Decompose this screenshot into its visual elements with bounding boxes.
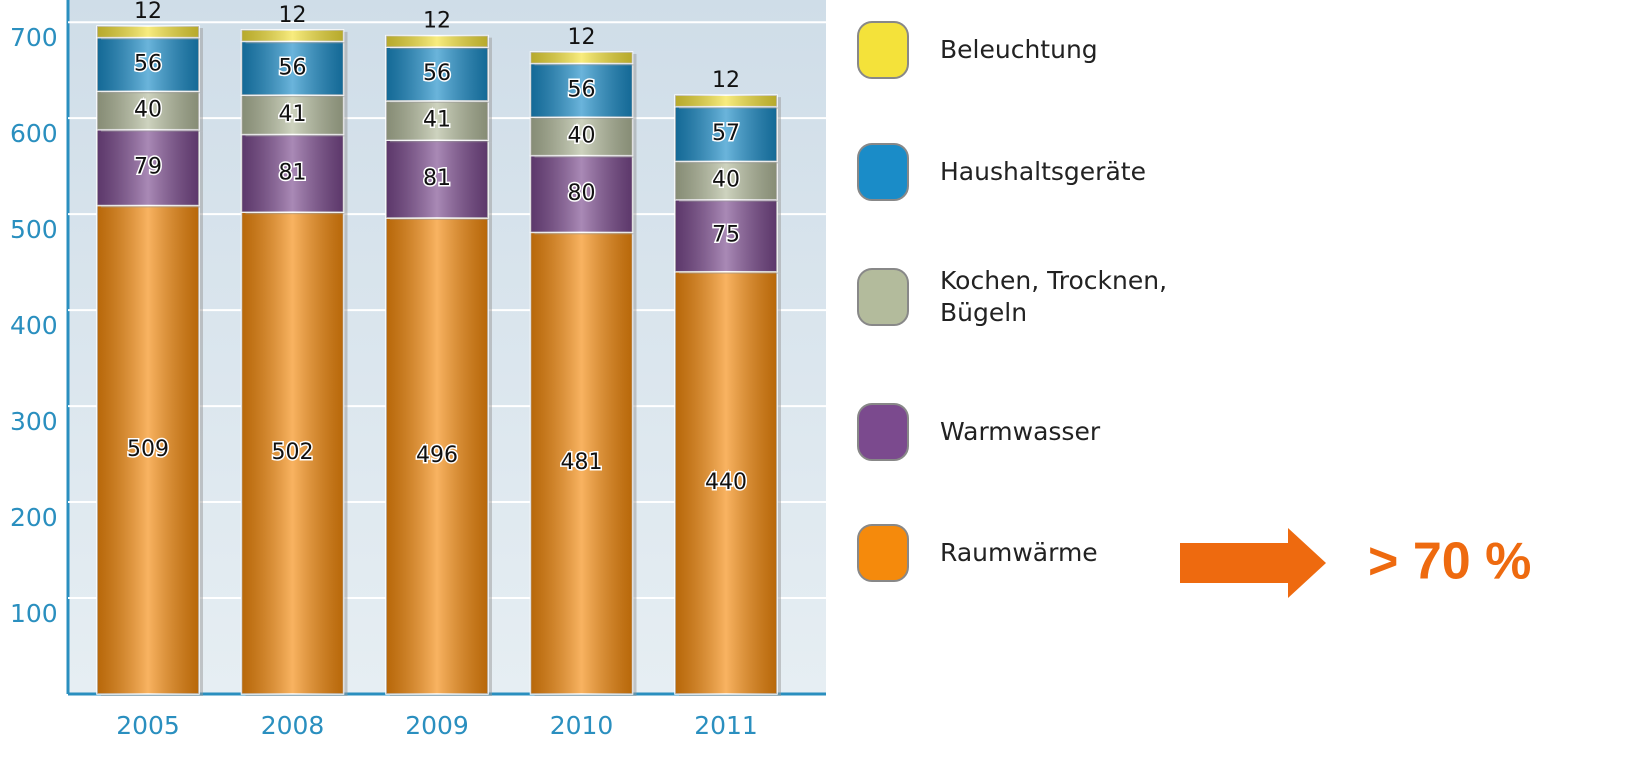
data-label: 56 [568,77,596,102]
bar-shine [530,232,633,695]
data-label: 12 [134,0,162,24]
data-label: 440 [705,470,747,495]
bar-shine [386,100,488,141]
data-label: 502 [272,440,314,465]
data-label: 40 [712,168,740,193]
y-tick-label: 200 [10,503,58,532]
y-tick-label: 500 [10,215,58,244]
bar-shine [675,106,777,162]
data-label: 12 [568,25,596,50]
x-tick-label: 2010 [550,711,614,740]
data-label: 81 [423,166,451,191]
arrow-body [1180,543,1290,583]
data-label: 56 [279,55,307,80]
data-label: 12 [712,68,740,93]
bar-shine [241,95,344,135]
y-tick-label: 700 [10,23,58,52]
bar-shine [241,41,344,96]
data-label: 12 [423,9,451,34]
bar-shine [675,199,777,272]
bar-shine [97,205,199,694]
annotation: > 70 % [1368,533,1531,591]
bar-shine [241,134,344,213]
data-label: 40 [134,97,162,122]
legend-icon [857,524,909,582]
data-label: 496 [416,443,458,468]
bar-shine [97,129,199,206]
y-tick-label: 400 [10,311,58,340]
data-label: 509 [127,437,169,462]
bar-shine [241,29,344,42]
bar-shine [97,26,199,38]
data-label: 79 [134,155,162,180]
data-label: 41 [423,108,451,133]
legend-icon [857,143,909,201]
bar-shine [530,51,633,64]
bar-shine [675,271,777,694]
data-label: 12 [279,3,307,28]
data-label: 80 [568,181,596,206]
x-tick-label: 2005 [116,711,180,740]
bar-shine [530,155,633,233]
x-tick-label: 2011 [694,711,758,740]
x-tick-label: 2009 [405,711,469,740]
bar-shine [97,91,199,130]
y-tick-label: 100 [10,599,58,628]
legend-icon [857,268,909,326]
legend-label: Warmwasser [940,417,1101,446]
bar-shine [675,95,777,107]
legend-icon [857,21,909,79]
data-label: 57 [712,121,740,146]
bar-shine [675,161,777,200]
data-label: 41 [279,102,307,127]
data-label: 56 [134,51,162,76]
bar-shine [386,217,488,694]
legend-icon [857,403,909,461]
legend-label: Raumwärme [940,538,1098,567]
bar-shine [386,35,488,48]
bar-shine [241,212,344,694]
bar-shine [530,117,633,156]
legend-label: Haushaltsgeräte [940,157,1146,186]
x-tick-label: 2008 [261,711,325,740]
data-label: 481 [561,450,603,475]
y-tick-label: 600 [10,119,58,148]
data-label: 40 [568,123,596,148]
bar-shine [386,47,488,101]
arrow-head [1288,528,1326,598]
legend-label: Beleuchtung [940,35,1098,64]
legend-label: Kochen, Trocknen, Bügeln [940,266,1168,327]
data-label: 75 [712,223,740,248]
bar-shine [386,140,488,218]
y-tick-label: 300 [10,407,58,436]
bar-shine [97,37,199,92]
data-label: 81 [279,160,307,185]
data-label: 56 [423,61,451,86]
bar-shine [530,63,633,118]
